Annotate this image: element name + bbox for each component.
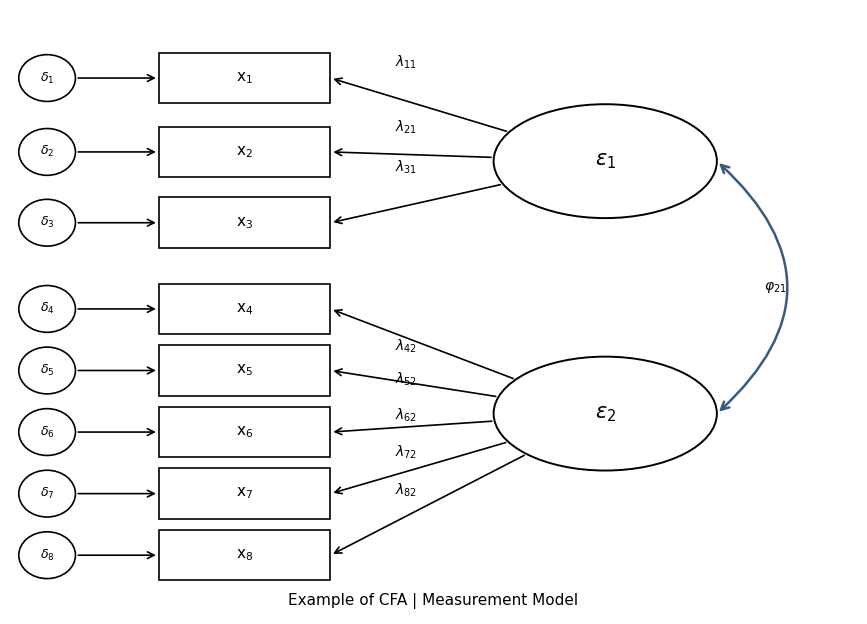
Text: $\lambda_{52}$: $\lambda_{52}$ (394, 371, 417, 388)
Ellipse shape (19, 347, 75, 394)
FancyBboxPatch shape (159, 407, 330, 457)
Text: $\lambda_{72}$: $\lambda_{72}$ (394, 444, 417, 461)
FancyBboxPatch shape (159, 127, 330, 177)
Ellipse shape (19, 199, 75, 246)
Text: $\delta_2$: $\delta_2$ (40, 144, 55, 160)
FancyBboxPatch shape (159, 469, 330, 519)
Text: x$_4$: x$_4$ (236, 301, 253, 317)
Text: $\delta_3$: $\delta_3$ (40, 215, 55, 230)
Text: Example of CFA | Measurement Model: Example of CFA | Measurement Model (289, 593, 578, 610)
Text: x$_7$: x$_7$ (236, 485, 253, 502)
FancyBboxPatch shape (159, 345, 330, 396)
Text: $\lambda_{11}$: $\lambda_{11}$ (394, 54, 417, 71)
Ellipse shape (19, 409, 75, 456)
Text: $\varepsilon_1$: $\varepsilon_1$ (595, 151, 616, 171)
FancyBboxPatch shape (159, 197, 330, 248)
Text: x$_8$: x$_8$ (236, 547, 253, 563)
FancyBboxPatch shape (159, 53, 330, 104)
Ellipse shape (19, 470, 75, 517)
Ellipse shape (19, 129, 75, 175)
Text: $\delta_1$: $\delta_1$ (40, 71, 55, 85)
Text: $\lambda_{42}$: $\lambda_{42}$ (394, 337, 417, 354)
Text: x$_5$: x$_5$ (236, 363, 253, 378)
Text: $\lambda_{82}$: $\lambda_{82}$ (394, 482, 417, 499)
Ellipse shape (493, 357, 717, 470)
Text: $\lambda_{31}$: $\lambda_{31}$ (394, 158, 417, 176)
Text: $\delta_5$: $\delta_5$ (40, 363, 55, 378)
FancyArrowPatch shape (721, 165, 787, 410)
Text: x$_2$: x$_2$ (236, 144, 253, 160)
Text: $\delta_4$: $\delta_4$ (40, 301, 55, 316)
Text: $\delta_7$: $\delta_7$ (40, 486, 55, 501)
Ellipse shape (19, 55, 75, 102)
FancyBboxPatch shape (159, 530, 330, 580)
Text: $\varphi_{21}$: $\varphi_{21}$ (764, 280, 786, 295)
Text: x$_6$: x$_6$ (236, 424, 253, 440)
Text: $\delta_6$: $\delta_6$ (40, 424, 55, 439)
Text: x$_1$: x$_1$ (236, 70, 253, 86)
Text: $\lambda_{62}$: $\lambda_{62}$ (394, 407, 417, 424)
Ellipse shape (493, 104, 717, 218)
Text: $\delta_8$: $\delta_8$ (40, 548, 55, 563)
Text: $\varepsilon_2$: $\varepsilon_2$ (595, 404, 616, 424)
FancyBboxPatch shape (159, 284, 330, 334)
Ellipse shape (19, 286, 75, 333)
Text: $\lambda_{21}$: $\lambda_{21}$ (394, 119, 417, 136)
Ellipse shape (19, 532, 75, 578)
Text: x$_3$: x$_3$ (236, 215, 253, 231)
